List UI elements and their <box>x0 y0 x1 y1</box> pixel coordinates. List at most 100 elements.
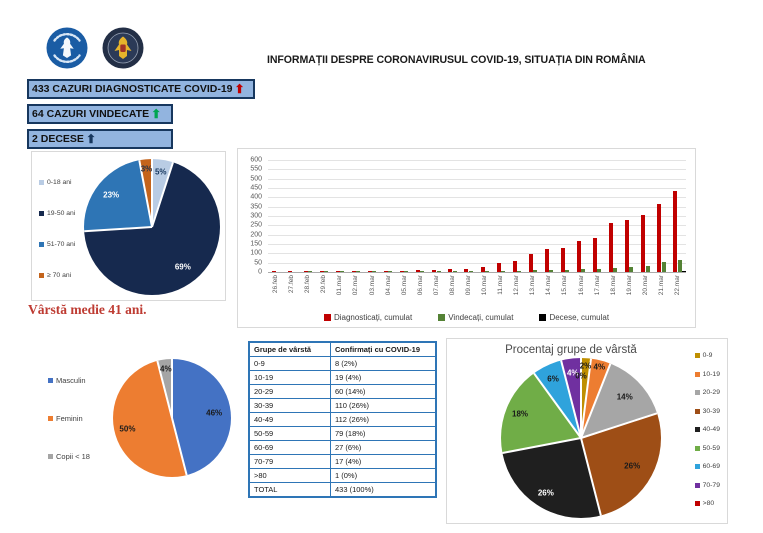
chart-title: Procentaj grupe de vârstă <box>505 344 637 356</box>
x-axis-label: 29.feb <box>320 275 328 294</box>
legend-marker <box>694 427 700 432</box>
legend-item: 0-9 <box>694 352 720 359</box>
legend-label: 51-70 ani <box>47 241 76 248</box>
y-axis-label: 350 <box>250 203 262 211</box>
legend-label: 40-49 <box>702 426 720 433</box>
legend-item: Decese, cumulat <box>539 313 609 322</box>
y-axis-label: 50 <box>254 259 262 267</box>
legend-marker <box>694 371 700 377</box>
bar <box>388 271 393 272</box>
stat-deaths-label: 2 DECESE <box>32 133 84 145</box>
bar <box>384 270 389 272</box>
bar <box>512 261 517 272</box>
legend-item: 30-39 <box>694 407 720 415</box>
x-axis-label: 07.mar <box>432 275 440 296</box>
x-axis-label: 27.feb <box>288 275 296 294</box>
legend-label: 0-18 ani <box>47 179 72 186</box>
y-axis-label: 150 <box>250 240 262 248</box>
y-axis-label: 600 <box>250 156 262 164</box>
bar <box>629 267 634 272</box>
gridline <box>268 272 686 273</box>
bar <box>367 271 372 272</box>
legend-label: 10-19 <box>702 370 720 378</box>
legend-label: Decese, cumulat <box>549 313 610 322</box>
table-cell: 79 (18%) <box>330 426 437 441</box>
bar <box>372 271 377 272</box>
bar <box>533 270 538 272</box>
up-arrow-icon: ⬆ <box>85 132 96 146</box>
y-axis-label: 550 <box>250 165 262 173</box>
bar <box>287 271 292 272</box>
x-axis-label: 26.feb <box>272 275 280 294</box>
legend-item: 50-59 <box>694 445 720 452</box>
age-groups-table: Grupe de vârstă Confirmați cu COVID-19 0-9… <box>248 341 437 498</box>
bar <box>464 269 469 272</box>
slice-divider <box>171 417 188 476</box>
table-row: 20-29 60 (14%) <box>248 384 437 399</box>
y-axis-label: 0 <box>258 268 262 276</box>
legend-label: 19-50 ani <box>47 210 76 217</box>
bar <box>565 270 570 272</box>
bar <box>516 270 521 272</box>
average-age-note: Vârstă medie 41 ani. <box>28 302 147 317</box>
age-groups-legend: 0-18 ani 19-50 ani 51-70 ani ≥ 70 ani <box>39 179 75 279</box>
legend-marker <box>694 482 700 488</box>
bar <box>271 271 276 272</box>
pie-disc: 5% 69% 23% 3% <box>84 159 220 295</box>
table-cell: 70-79 <box>248 454 331 469</box>
bar <box>452 271 457 272</box>
pie-disc: 46% 50% 4% <box>113 359 231 477</box>
ministerul-afacerilor-interne-seal-icon <box>102 27 144 69</box>
legend-label: 30-39 <box>702 407 720 415</box>
bar <box>324 271 329 272</box>
bar <box>673 191 678 272</box>
table-header-cell: Grupe de vârstă <box>248 341 331 357</box>
bar <box>356 271 361 272</box>
bar <box>420 271 425 272</box>
table-cell: 433 (100%) <box>330 482 437 498</box>
bar <box>400 270 405 272</box>
bar <box>581 269 586 272</box>
legend-item: 19-50 ani <box>39 210 75 217</box>
bar <box>468 271 473 272</box>
stat-diagnosed-box: 433 CAZURI DIAGNOSTICATE COVID-19 ⬆ <box>27 79 255 99</box>
table-cell: 1 (0%) <box>330 468 437 483</box>
bar <box>319 271 324 272</box>
age-percentage-legend: 0-9 10-19 20-29 30-39 40-49 50-59 60-69 70-79 >8… <box>694 352 720 507</box>
y-axis-label: 250 <box>250 221 262 229</box>
legend-marker <box>438 314 446 321</box>
y-axis-label: 200 <box>250 231 262 239</box>
table-cell: 17 (4%) <box>330 454 437 469</box>
stat-diagnosed-label: 433 CAZURI DIAGNOSTICATE COVID-19 <box>32 83 233 95</box>
gridline <box>268 234 686 236</box>
age-groups-pie-chart: 0-18 ani 19-50 ani 51-70 ani ≥ 70 ani 5% 69%… <box>31 151 226 301</box>
legend-item: Copii < 18 <box>48 452 90 461</box>
pie-slice-label: 18% <box>511 409 529 419</box>
y-axis-label: 500 <box>250 175 262 183</box>
x-axis-label: 05.mar <box>400 275 408 296</box>
slice-divider <box>580 437 602 516</box>
pie-slice-label: 4% <box>566 368 579 378</box>
pie-slice-label: 14% <box>616 392 633 402</box>
table-cell: 19 (4%) <box>330 370 437 385</box>
bar <box>303 271 308 272</box>
table-row: TOTAL 433 (100%) <box>248 482 437 498</box>
pie-slice-label: 23% <box>103 190 120 200</box>
legend-marker <box>48 416 53 421</box>
bar <box>432 269 437 272</box>
up-arrow-icon: ⬆ <box>234 82 245 96</box>
legend-item: Masculin <box>48 376 90 385</box>
bar <box>576 240 581 272</box>
table-header-row: Grupe de vârstă Confirmați cu COVID-19 <box>248 341 437 357</box>
x-axis-label: 08.mar <box>448 275 456 296</box>
table-header-cell: Confirmați cu COVID-19 <box>330 341 437 357</box>
pie-slice-label: 0% <box>575 371 587 381</box>
table-cell: 10-19 <box>248 370 331 385</box>
legend-label: Masculin <box>56 376 86 385</box>
slice-divider <box>502 437 582 454</box>
y-axis: 0 50 100 150 200 250 300 350 400 450 500 550 600 <box>238 156 264 276</box>
stat-deaths-box: 2 DECESE ⬆ <box>27 129 173 149</box>
x-axis-label: 18.mar <box>609 275 617 296</box>
pie-slice-label: 50% <box>119 424 136 434</box>
table-row: 40-49 112 (26%) <box>248 412 437 427</box>
